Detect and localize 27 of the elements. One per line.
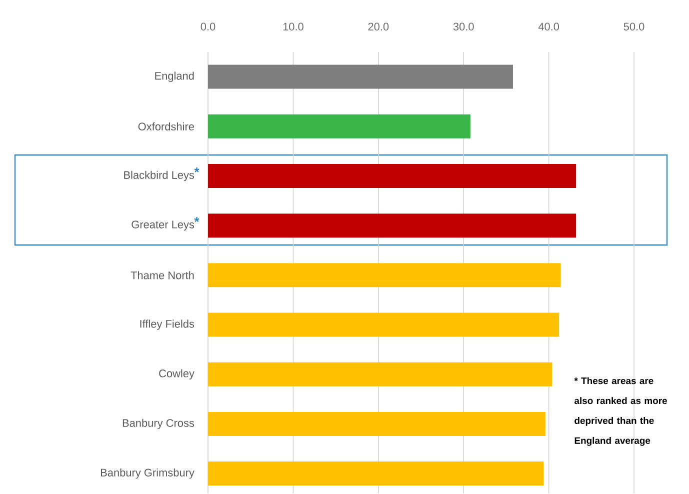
x-tick-label: 30.0 — [453, 22, 474, 31]
x-tick-label: 20.0 — [368, 22, 389, 31]
y-tick-label: Oxfordshire — [138, 122, 194, 131]
x-tick-label: 50.0 — [624, 22, 644, 31]
text: * — [194, 168, 200, 172]
text: * — [194, 217, 200, 222]
y-tick-label: England — [155, 72, 194, 82]
x-tick-label: 40.0 — [538, 22, 560, 31]
bar — [208, 263, 561, 288]
bar — [208, 412, 546, 436]
y-tick-label: Greater Leys — [132, 220, 194, 231]
y-tick-label: Banbury Grimsbury — [100, 468, 194, 479]
x-tick-label: 10.0 — [283, 22, 304, 31]
y-tick-label: Iffley Fields — [140, 320, 194, 330]
x-tick-label: 0.0 — [200, 22, 216, 31]
text: * These areas are also ranked as more deprived than the England average — [574, 377, 667, 446]
y-tick-label: Blackbird Leys — [124, 171, 194, 182]
bar — [208, 164, 576, 188]
y-tick-label: Cowley — [159, 369, 194, 380]
bar — [208, 362, 552, 386]
bar — [208, 64, 514, 89]
bar — [208, 114, 470, 139]
y-tick-label: Thame North — [130, 271, 194, 280]
y-tick-label: Banbury Cross — [122, 418, 194, 430]
bar — [208, 214, 576, 238]
bar — [208, 312, 560, 337]
bar — [208, 462, 544, 486]
